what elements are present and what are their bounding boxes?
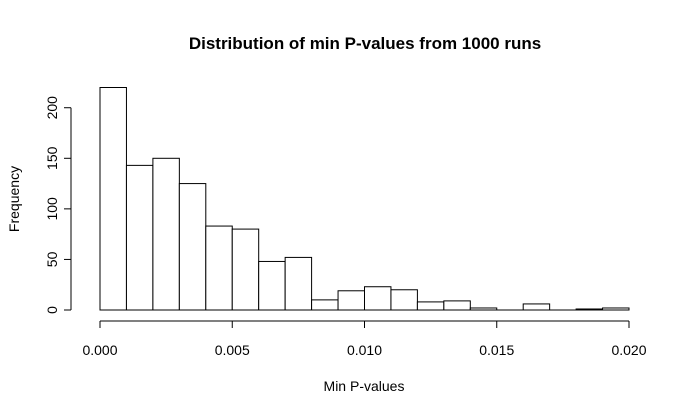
y-tick-label: 50: [44, 251, 60, 267]
x-axis: 0.000 0.005 0.010 0.015 0.020: [82, 320, 647, 358]
x-tick-label: 0.015: [479, 342, 514, 358]
x-tick-label: 0.005: [215, 342, 250, 358]
histogram-bar: [469, 307, 498, 311]
chart-title: Distribution of min P-values from 1000 r…: [189, 34, 541, 53]
histogram-bar: [258, 260, 286, 311]
histogram-bar: [231, 228, 260, 311]
histogram-bar: [522, 303, 551, 311]
x-tick-label: 0.020: [611, 342, 646, 358]
y-axis: 0 50 100 150 200: [44, 96, 72, 314]
y-tick-label: 100: [44, 197, 60, 221]
histogram-bar: [602, 307, 630, 311]
bars-group: [99, 87, 630, 311]
histogram-bar: [575, 308, 604, 311]
histogram-bar: [205, 225, 233, 311]
histogram-bar: [364, 286, 392, 311]
x-tick-label: 0.000: [82, 342, 117, 358]
histogram-bar: [416, 301, 445, 311]
x-axis-label: Min P-values: [324, 378, 405, 394]
histogram-bar: [152, 157, 180, 311]
y-axis-label: Frequency: [6, 166, 22, 232]
x-tick-label: 0.010: [347, 342, 382, 358]
y-tick-label: 0: [44, 306, 60, 314]
histogram-bar: [125, 164, 154, 311]
histogram-bar: [337, 290, 365, 311]
y-tick-label: 150: [44, 146, 60, 170]
histogram-bar: [178, 183, 207, 311]
histogram-bar: [443, 300, 471, 311]
histogram-bar: [284, 256, 313, 311]
histogram-bar: [99, 87, 127, 311]
histogram-bar: [390, 289, 418, 311]
y-tick-label: 200: [44, 96, 60, 120]
histogram-bar: [311, 299, 339, 311]
